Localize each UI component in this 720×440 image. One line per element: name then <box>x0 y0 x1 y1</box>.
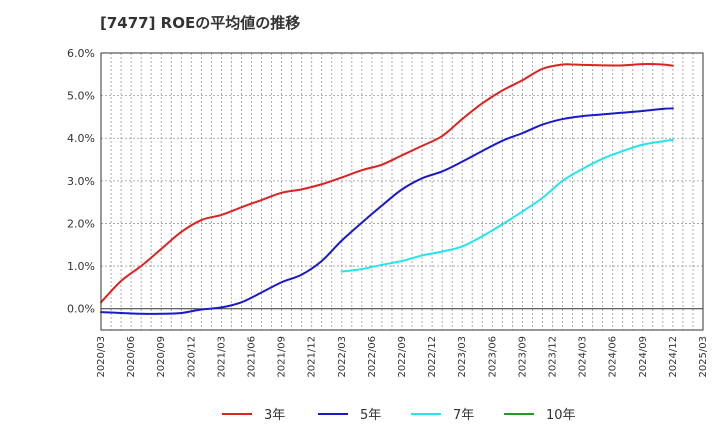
x-tick-label: 2021/06 <box>247 336 258 378</box>
legend-label: 7年 <box>453 408 474 423</box>
x-tick-label: 2023/06 <box>487 336 498 378</box>
legend-label: 3年 <box>264 408 285 423</box>
x-tick-label: 2024/09 <box>638 336 649 378</box>
legend-label: 5年 <box>360 408 381 423</box>
grid-lines <box>101 52 703 330</box>
series-lines <box>100 63 674 315</box>
x-tick-label: 2020/09 <box>156 336 167 378</box>
x-tick-label: 2023/09 <box>517 336 528 378</box>
series-line-2 <box>100 107 674 315</box>
x-tick-label: 2022/09 <box>397 336 408 378</box>
y-tick-label: 6.0% <box>67 47 95 60</box>
y-axis-ticks: 0.0% 1.0% 2.0% 3.0% 4.0% 5.0% 6.0% <box>67 47 95 316</box>
legend-label: 10年 <box>546 408 576 423</box>
x-tick-label: 2025/03 <box>698 336 709 378</box>
y-tick-label: 2.0% <box>67 217 95 230</box>
legend: 3年 5年 7年 10年 <box>222 408 576 423</box>
chart-title: [7477] ROEの平均値の推移 <box>100 14 301 32</box>
x-tick-label: 2023/12 <box>548 336 559 378</box>
x-tick-label: 2021/12 <box>307 336 318 378</box>
x-tick-label: 2024/03 <box>578 336 589 378</box>
x-tick-label: 2024/06 <box>608 336 619 378</box>
y-tick-label: 0.0% <box>67 303 95 316</box>
x-tick-label: 2022/12 <box>427 336 438 378</box>
x-tick-label: 2021/09 <box>277 336 288 378</box>
x-tick-label: 2024/12 <box>668 336 679 378</box>
y-tick-label: 3.0% <box>67 175 95 188</box>
x-tick-label: 2023/03 <box>457 336 468 378</box>
plot-area-border <box>100 52 704 331</box>
series-line-3 <box>340 138 674 273</box>
x-tick-label: 2022/03 <box>337 336 348 378</box>
x-tick-label: 2020/12 <box>186 336 197 378</box>
x-axis-ticks: 2020/03 2020/06 2020/09 2020/12 2021/03 2021/… <box>96 336 709 378</box>
y-tick-label: 1.0% <box>67 260 95 273</box>
x-tick-label: 2020/06 <box>126 336 137 378</box>
x-tick-label: 2022/06 <box>367 336 378 378</box>
x-tick-label: 2020/03 <box>96 336 107 378</box>
series-line-1 <box>100 63 674 304</box>
y-tick-label: 5.0% <box>67 90 95 103</box>
x-tick-label: 2021/03 <box>216 336 227 378</box>
y-tick-label: 4.0% <box>67 132 95 145</box>
